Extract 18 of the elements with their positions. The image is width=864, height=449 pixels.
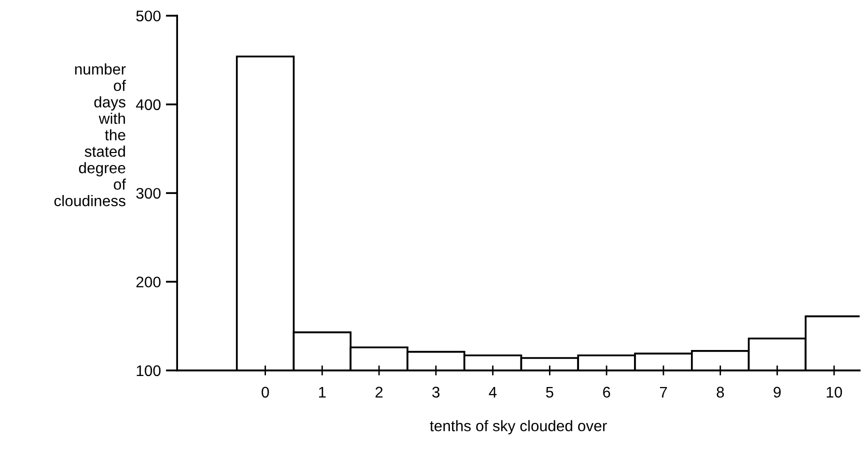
y-tick-label: 300 — [136, 188, 161, 199]
x-tick-label: 0 — [262, 386, 269, 398]
x-tick-label: 4 — [488, 386, 497, 398]
y-tick-label: 500 — [136, 10, 161, 22]
x-tick-label: 8 — [716, 386, 724, 398]
x-tick-label: 7 — [660, 386, 667, 398]
x-tick-label: 1 — [319, 386, 326, 398]
text: number of days with the stated degree of cloudiness — [54, 63, 126, 206]
x-tick-label: 5 — [546, 386, 554, 398]
y-tick-label: 400 — [136, 99, 161, 110]
x-tick-label: 9 — [774, 386, 781, 398]
x-tick-label: 10 — [826, 386, 842, 398]
y-tick-label: 100 — [136, 365, 161, 376]
x-tick-label: 3 — [432, 386, 440, 398]
x-axis-title: tenths of sky clouded over — [430, 420, 607, 434]
x-tick-label: 6 — [603, 386, 610, 398]
y-tick-label: 200 — [136, 276, 161, 288]
x-tick-label: 2 — [376, 386, 383, 398]
